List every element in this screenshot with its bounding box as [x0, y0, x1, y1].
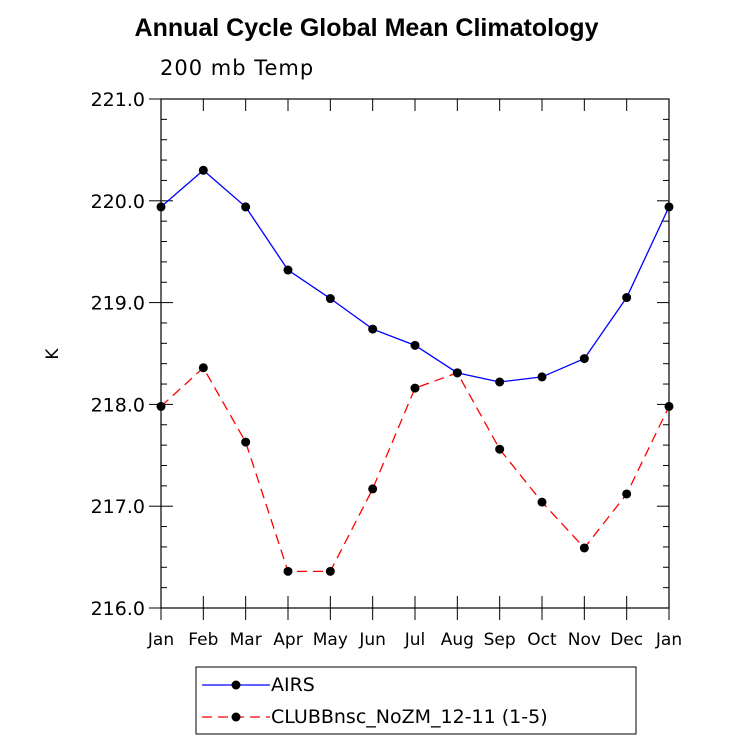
series-0-point	[622, 293, 632, 303]
series-0-point	[156, 202, 166, 212]
series-0-point	[495, 377, 505, 387]
x-tick-labels: Jan Feb Mar Apr May Jun Jul Aug Sep Oct Nov Dec Jan	[147, 630, 682, 650]
chart-title: Annual Cycle Global Mean Climatology	[134, 14, 599, 42]
series-0-point	[198, 165, 208, 175]
x-tick-label: Mar	[230, 630, 262, 650]
series-0-point	[368, 324, 378, 334]
series-0-point	[325, 294, 335, 304]
axis-ticks	[149, 98, 670, 620]
x-tick-label: May	[313, 630, 348, 650]
legend-box	[195, 666, 637, 735]
x-tick-label: Oct	[527, 630, 557, 650]
x-tick-label: Sep	[484, 630, 516, 650]
series-1-point	[410, 383, 420, 393]
legend-label-1: CLUBBnsc_NoZM_12-11 (1-5)	[271, 706, 548, 728]
series-0-point	[283, 265, 293, 275]
series-0-point	[579, 354, 589, 364]
y-axis-label: K	[43, 348, 63, 360]
series-layer	[156, 165, 674, 576]
series-line-0	[160, 169, 670, 383]
y-tick-label: 218.0	[91, 394, 145, 416]
y-tick-labels: 216.0 217.0 218.0 219.0 220.0 221.0	[91, 89, 145, 620]
series-1-point	[198, 363, 208, 373]
y-tick-label: 217.0	[91, 496, 145, 518]
series-1-point	[325, 566, 335, 576]
x-tick-label: Feb	[188, 630, 218, 650]
y-tick-label: 221.0	[91, 89, 145, 111]
x-tick-label: Aug	[441, 630, 474, 650]
series-1-point	[622, 489, 632, 499]
y-tick-label: 219.0	[91, 293, 145, 315]
series-1-point	[283, 566, 293, 576]
series-1-point	[368, 484, 378, 494]
x-tick-label: Nov	[568, 630, 601, 650]
x-tick-label: Jan	[655, 630, 682, 650]
series-1-point	[664, 401, 674, 411]
chart-subtitle: 200 mb Temp	[160, 56, 315, 80]
y-tick-label: 216.0	[91, 598, 145, 620]
series-1-point	[579, 543, 589, 553]
series-0-point	[537, 372, 547, 382]
series-1-point	[537, 497, 547, 507]
x-tick-label: Jun	[358, 630, 386, 650]
series-0-point	[241, 202, 251, 212]
plot-frame	[160, 98, 670, 609]
series-line-1	[160, 366, 670, 573]
x-tick-label: Apr	[273, 630, 302, 650]
series-0-point	[664, 202, 674, 212]
series-1-point	[156, 401, 166, 411]
legend-marker-1	[231, 712, 241, 722]
x-tick-label: Jul	[404, 630, 426, 650]
x-tick-label: Jan	[147, 630, 174, 650]
legend-label-0: AIRS	[271, 674, 315, 696]
x-tick-label: Dec	[610, 630, 643, 650]
legend: AIRS CLUBBnsc_NoZM_12-11 (1-5)	[195, 666, 637, 735]
series-1-point	[241, 437, 251, 447]
y-tick-label: 220.0	[91, 191, 145, 213]
series-0-point	[410, 340, 420, 350]
legend-marker-0	[231, 680, 241, 690]
series-1-point	[495, 444, 505, 454]
series-1-point	[452, 368, 462, 378]
